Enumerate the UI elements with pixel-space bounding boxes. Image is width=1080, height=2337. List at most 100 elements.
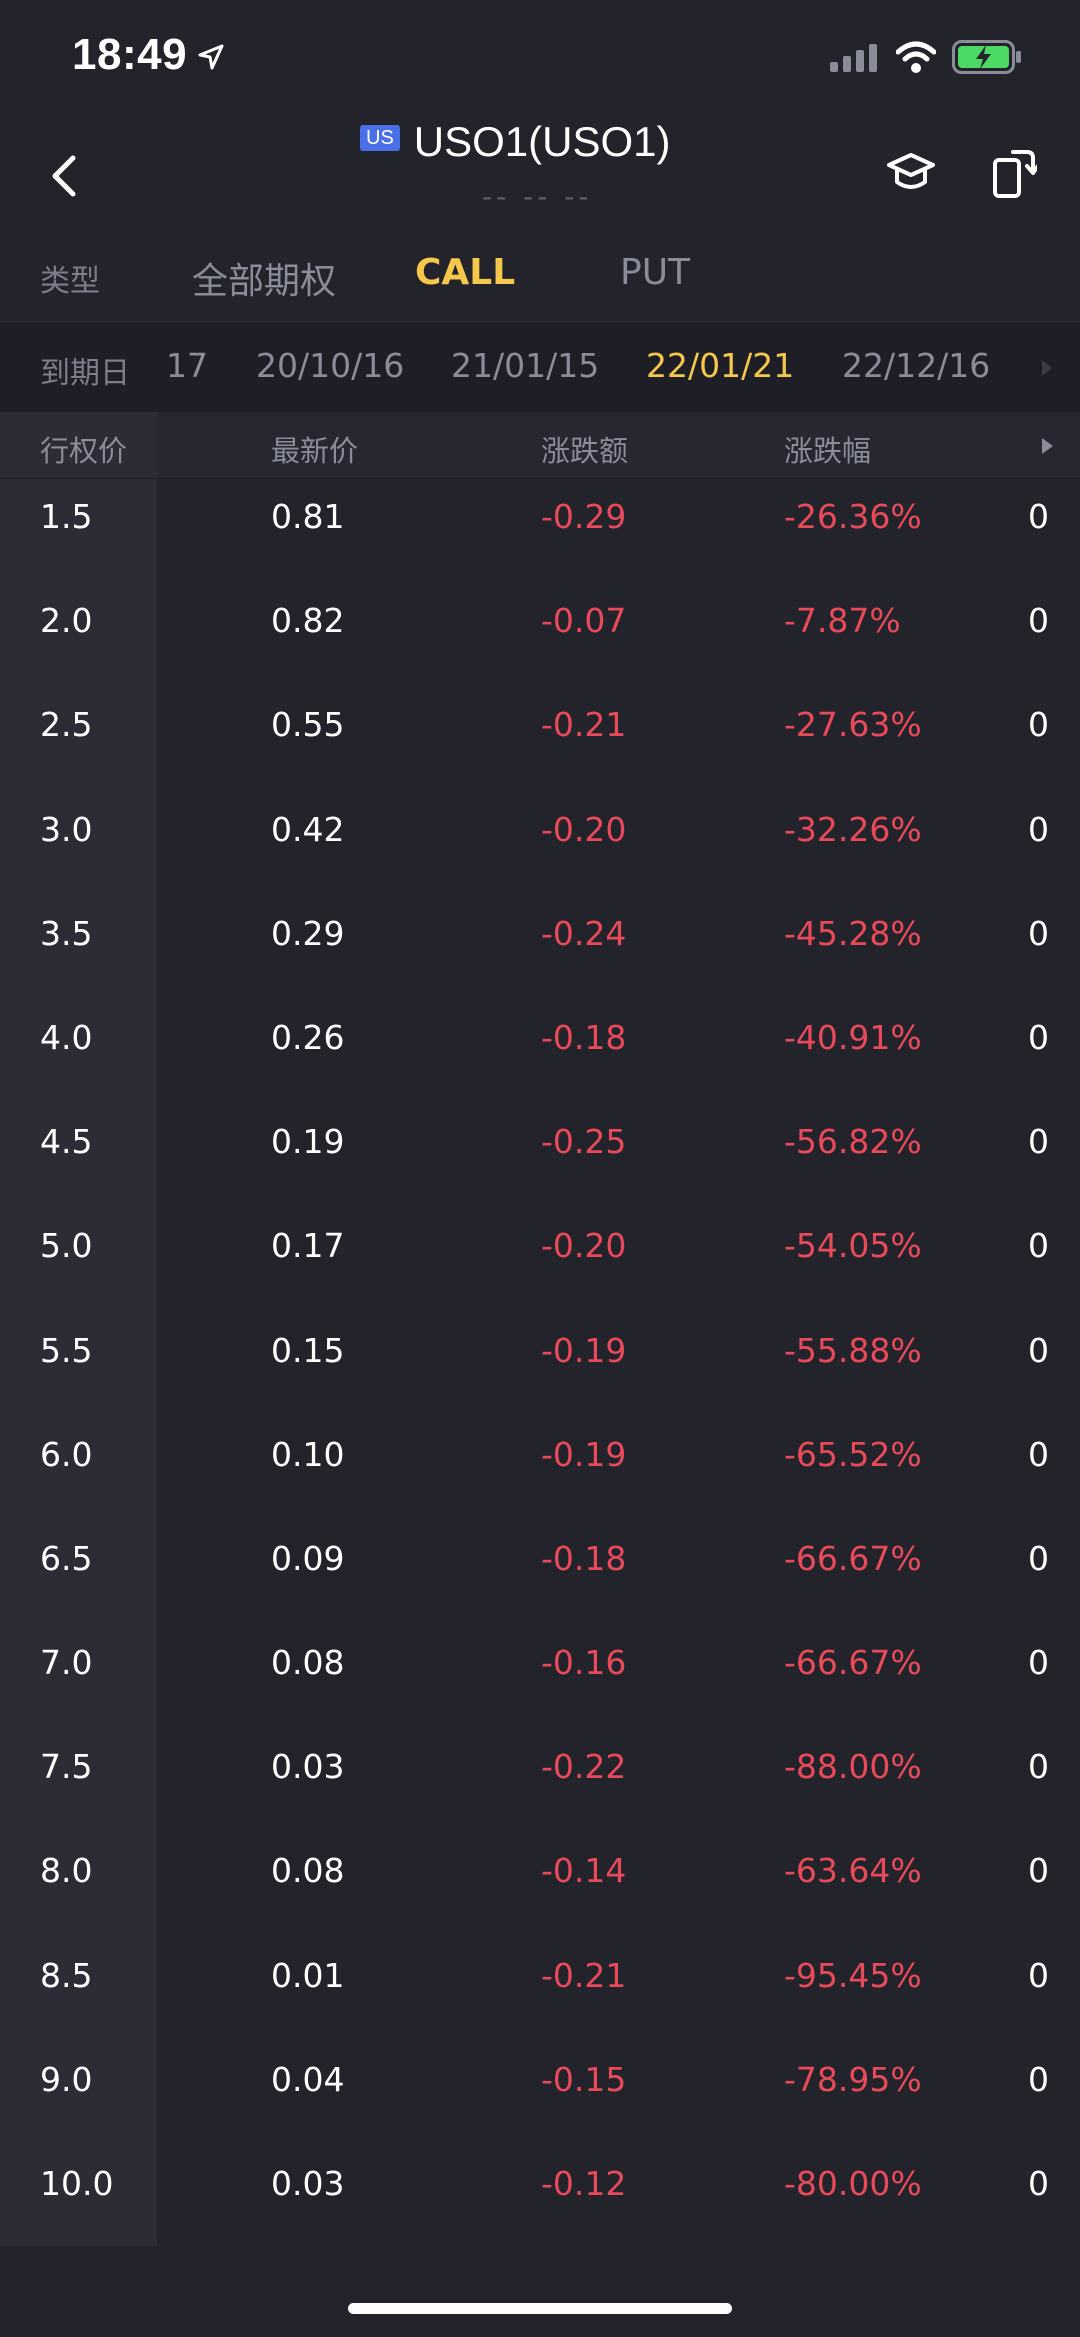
next-column-cell: 0 bbox=[1028, 601, 1049, 641]
strike-price-cell: 4.0 bbox=[40, 1017, 93, 1057]
last-price-cell: 0.09 bbox=[271, 1538, 345, 1578]
option-type-tabs: 类型 全部期权 CALL PUT bbox=[0, 230, 1080, 322]
change-cell: -0.20 bbox=[541, 809, 627, 849]
change-percent-cell: -66.67% bbox=[784, 1538, 922, 1578]
last-price-cell: 0.03 bbox=[271, 1747, 345, 1787]
change-cell: -0.22 bbox=[541, 1747, 627, 1787]
expiry-date-item-selected[interactable]: 22/01/21 bbox=[646, 346, 795, 385]
change-cell: -0.20 bbox=[541, 1226, 627, 1266]
battery-charging-icon bbox=[952, 40, 1021, 74]
strike-price-cell: 1.5 bbox=[40, 497, 93, 536]
expiry-date-item[interactable]: 22/12/16 bbox=[842, 346, 991, 385]
change-cell: -0.12 bbox=[541, 2164, 627, 2203]
change-cell: -0.18 bbox=[541, 1538, 627, 1578]
change-cell: -0.07 bbox=[541, 601, 627, 641]
tab-all-options[interactable]: 全部期权 bbox=[192, 261, 337, 302]
table-row[interactable]: 1.5 0.81 -0.29 -26.36% 0 bbox=[0, 479, 1080, 583]
change-cell: -0.19 bbox=[541, 1330, 627, 1370]
cellular-signal-icon bbox=[830, 44, 877, 72]
learn-button[interactable] bbox=[884, 146, 938, 200]
table-row[interactable]: 4.5 0.19 -0.25 -56.82% 0 bbox=[0, 1104, 1080, 1208]
last-price-cell: 0.42 bbox=[271, 809, 345, 849]
last-price-cell: 0.26 bbox=[271, 1017, 345, 1057]
expiry-date-item[interactable]: 21/01/15 bbox=[451, 346, 600, 385]
back-button[interactable] bbox=[38, 146, 90, 206]
tab-put[interactable]: PUT bbox=[620, 252, 691, 293]
last-price-cell: 0.03 bbox=[271, 2164, 345, 2203]
last-price-cell: 0.04 bbox=[271, 2059, 345, 2099]
type-label: 类型 bbox=[40, 264, 100, 299]
change-percent-cell: -27.63% bbox=[784, 705, 922, 745]
column-change-percent[interactable]: 涨跌幅 bbox=[784, 434, 872, 468]
change-percent-cell: -95.45% bbox=[784, 1955, 922, 1995]
change-cell: -0.24 bbox=[541, 913, 627, 953]
change-percent-cell: -80.00% bbox=[784, 2164, 922, 2203]
column-strike-price[interactable]: 行权价 bbox=[40, 434, 128, 468]
rotate-screen-icon bbox=[993, 150, 1037, 198]
expiry-date-item[interactable]: 17 bbox=[166, 346, 208, 385]
strike-price-cell: 6.5 bbox=[40, 1538, 93, 1578]
strike-price-cell: 5.0 bbox=[40, 1226, 93, 1266]
last-price-cell: 0.55 bbox=[271, 705, 345, 745]
expiry-date-selector: 到期日 17 20/10/16 21/01/15 22/01/21 22/12/… bbox=[0, 322, 1080, 412]
status-time: 18:49 bbox=[72, 30, 188, 79]
next-column-cell: 0 bbox=[1028, 1017, 1049, 1057]
table-row[interactable]: 6.0 0.10 -0.19 -65.52% 0 bbox=[0, 1417, 1080, 1521]
strike-price-cell: 7.0 bbox=[40, 1643, 93, 1683]
strike-price-cell: 4.5 bbox=[40, 1122, 93, 1162]
strike-price-cell: 2.5 bbox=[40, 705, 93, 745]
change-percent-cell: -54.05% bbox=[784, 1226, 922, 1266]
strike-price-cell: 8.0 bbox=[40, 1851, 93, 1891]
title-text: USO1(USO1) bbox=[413, 118, 671, 165]
change-percent-cell: -88.00% bbox=[784, 1747, 922, 1787]
last-price-cell: 0.15 bbox=[271, 1330, 345, 1370]
strike-price-cell: 3.5 bbox=[40, 913, 93, 953]
next-column-cell: 0 bbox=[1028, 2164, 1049, 2203]
expiry-date-item[interactable]: 20/10/16 bbox=[256, 346, 405, 385]
change-cell: -0.21 bbox=[541, 705, 627, 745]
rotate-screen-button[interactable] bbox=[988, 144, 1040, 202]
expiry-scroll-right-icon[interactable] bbox=[1042, 360, 1052, 376]
strike-price-cell: 6.0 bbox=[40, 1434, 93, 1474]
change-percent-cell: -7.87% bbox=[784, 601, 901, 641]
scroll-columns-right-icon[interactable] bbox=[1042, 438, 1053, 454]
last-price-cell: 0.19 bbox=[271, 1122, 345, 1162]
table-row[interactable]: 5.5 0.15 -0.19 -55.88% 0 bbox=[0, 1313, 1080, 1417]
home-indicator[interactable] bbox=[348, 2303, 732, 2314]
column-last-price[interactable]: 最新价 bbox=[271, 434, 359, 468]
column-change[interactable]: 涨跌额 bbox=[541, 434, 629, 468]
table-row[interactable]: 5.0 0.17 -0.20 -54.05% 0 bbox=[0, 1208, 1080, 1312]
table-row[interactable]: 6.5 0.09 -0.18 -66.67% 0 bbox=[0, 1521, 1080, 1625]
table-row[interactable]: 3.5 0.29 -0.24 -45.28% 0 bbox=[0, 896, 1080, 1000]
table-row[interactable]: 8.0 0.08 -0.14 -63.64% 0 bbox=[0, 1833, 1080, 1937]
last-price-cell: 0.17 bbox=[271, 1226, 345, 1266]
table-row[interactable]: 2.5 0.55 -0.21 -27.63% 0 bbox=[0, 687, 1080, 791]
change-percent-cell: -65.52% bbox=[784, 1434, 922, 1474]
table-row[interactable]: 7.5 0.03 -0.22 -88.00% 0 bbox=[0, 1729, 1080, 1833]
strike-price-cell: 8.5 bbox=[40, 1955, 93, 1995]
last-price-cell: 0.08 bbox=[271, 1851, 345, 1891]
tab-call[interactable]: CALL bbox=[415, 252, 516, 293]
next-column-cell: 0 bbox=[1028, 1747, 1049, 1787]
table-row[interactable]: 10.0 0.03 -0.12 -80.00% 0 bbox=[0, 2146, 1080, 2250]
strike-price-cell: 5.5 bbox=[40, 1330, 93, 1370]
change-percent-cell: -66.67% bbox=[784, 1643, 922, 1683]
change-cell: -0.16 bbox=[541, 1643, 627, 1683]
strike-price-cell: 9.0 bbox=[40, 2059, 93, 2099]
change-percent-cell: -55.88% bbox=[784, 1330, 922, 1370]
table-row[interactable]: 8.5 0.01 -0.21 -95.45% 0 bbox=[0, 1938, 1080, 2042]
table-row[interactable]: 4.0 0.26 -0.18 -40.91% 0 bbox=[0, 1000, 1080, 1104]
page-title: US USO1(USO1) bbox=[360, 120, 671, 164]
next-column-cell: 0 bbox=[1028, 1122, 1049, 1162]
table-row[interactable]: 7.0 0.08 -0.16 -66.67% 0 bbox=[0, 1625, 1080, 1729]
header: US USO1(USO1) -- -- -- bbox=[0, 120, 1080, 230]
strike-column-background bbox=[0, 479, 157, 2246]
table-row[interactable]: 3.0 0.42 -0.20 -32.26% 0 bbox=[0, 792, 1080, 896]
next-column-cell: 0 bbox=[1028, 497, 1049, 536]
change-percent-cell: -78.95% bbox=[784, 2059, 922, 2099]
table-row[interactable]: 2.0 0.82 -0.07 -7.87% 0 bbox=[0, 583, 1080, 687]
table-row[interactable]: 9.0 0.04 -0.15 -78.95% 0 bbox=[0, 2042, 1080, 2146]
change-cell: -0.29 bbox=[541, 497, 627, 536]
change-cell: -0.21 bbox=[541, 1955, 627, 1995]
table-header: 行权价 最新价 涨跌额 涨跌幅 bbox=[0, 412, 1080, 479]
